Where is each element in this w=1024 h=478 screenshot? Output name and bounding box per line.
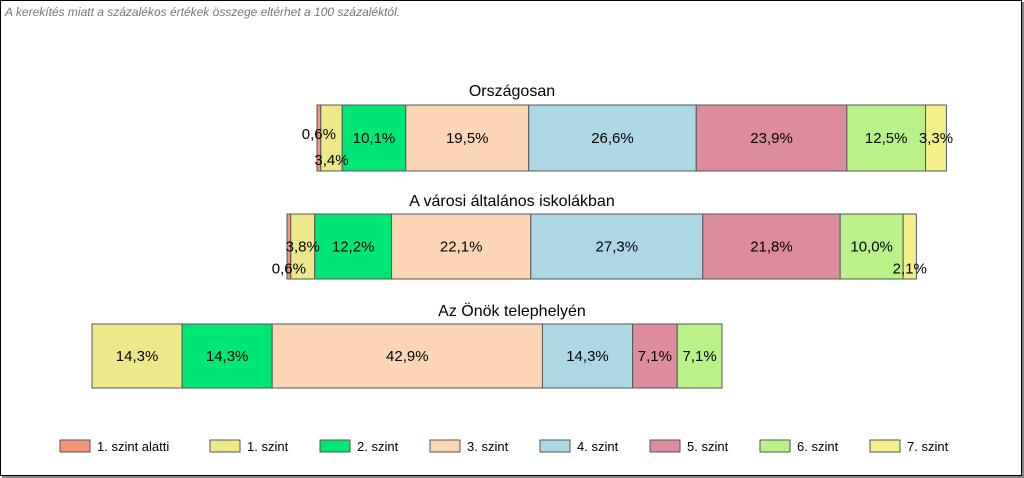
data-label: 10,1%: [353, 130, 396, 147]
legend-label: 3. szint: [467, 439, 509, 454]
data-label: 14,3%: [206, 348, 249, 365]
data-label: 3,8%: [286, 239, 320, 256]
legend-swatch: [319, 439, 351, 453]
legend-label: 1. szint alatti: [97, 439, 169, 454]
data-label: 14,3%: [116, 348, 159, 365]
data-label: 7,1%: [638, 348, 672, 365]
data-label: 42,9%: [386, 348, 429, 365]
bar-segment: [676, 323, 723, 389]
data-label: 12,2%: [332, 239, 375, 256]
legend-label: 4. szint: [577, 439, 619, 454]
bar-segment: [846, 104, 927, 172]
data-label: 3,4%: [314, 152, 348, 169]
bar-segment: [695, 104, 848, 172]
legend-label: 6. szint: [797, 439, 839, 454]
legend-swatch: [59, 439, 91, 453]
legend-swatch: [429, 439, 461, 453]
bar-segment: [702, 213, 841, 280]
data-label: 23,9%: [750, 130, 793, 147]
bar-segment: [839, 213, 904, 280]
bar-title: Országosan: [469, 83, 555, 100]
bar-segment: [391, 213, 532, 280]
bar-segment: [925, 104, 947, 172]
bar-segment: [341, 104, 407, 172]
legend-swatch: [649, 439, 681, 453]
bar-segment: [405, 104, 530, 172]
data-label: 26,6%: [591, 130, 634, 147]
legend-swatch: [759, 439, 791, 453]
legend-swatch: [539, 439, 571, 453]
bar-segment: [541, 323, 634, 389]
data-label: 12,5%: [865, 130, 908, 147]
bar-title: Az Önök telephelyén: [438, 302, 586, 320]
data-label: 21,8%: [750, 239, 793, 256]
legend-label: 2. szint: [357, 439, 399, 454]
legend-label: 1. szint: [247, 439, 289, 454]
data-label: 0,6%: [272, 261, 306, 278]
data-label: 14,3%: [566, 348, 609, 365]
data-label: 2,1%: [893, 261, 927, 278]
data-label: 10,0%: [850, 239, 893, 256]
data-label: 3,3%: [919, 130, 953, 147]
data-label: 0,6%: [302, 126, 336, 143]
data-label: 22,1%: [440, 239, 483, 256]
rounding-note: A kerekítés miatt a százalékos értékek ö…: [5, 5, 401, 19]
bar-segment: [632, 323, 678, 389]
bar-segment: [530, 213, 704, 280]
bar-segment: [314, 213, 393, 280]
data-label: 27,3%: [596, 239, 639, 256]
data-label: 19,5%: [446, 130, 489, 147]
bar-segment: [902, 213, 917, 280]
legend-label: 5. szint: [687, 439, 729, 454]
legend-label: 7. szint: [907, 439, 949, 454]
legend-swatch: [869, 439, 901, 453]
bar-title: A városi általános iskolákban: [409, 193, 614, 210]
data-label: 7,1%: [683, 348, 717, 365]
legend-swatch: [209, 439, 241, 453]
